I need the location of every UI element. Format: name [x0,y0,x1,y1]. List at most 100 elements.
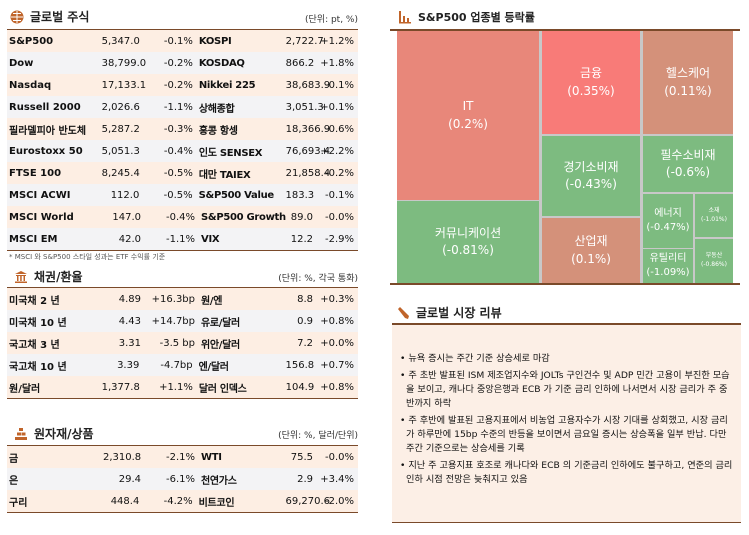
item-name: S&P500 [9,35,54,47]
item-change: +1.1% [159,381,193,393]
item-change: -0.2% [163,79,193,91]
item-value: 5,347.0 [101,35,140,47]
item-name: KOSPI [198,35,232,47]
item-name: 금 [9,453,19,465]
sector-name: 부동산 [705,252,723,260]
gold-bars-icon [15,427,27,440]
sector-change: (0.35%) [567,83,615,98]
item-value: 7.2 [297,337,313,349]
sector-change: (-1.01%) [701,215,727,223]
sector-name: 헬스케어 [665,66,711,81]
item-value: 2,310.8 [103,451,142,463]
item-name: 구리 [9,497,28,509]
sector-name: 유틸리티 [649,252,687,264]
item-name: MSCI World [9,211,74,223]
item-name: WTI [201,451,222,463]
item-change: -0.6% [324,123,354,135]
item-change: -1.1% [165,233,195,245]
item-value: 8.8 [297,293,313,305]
item-value: 5,287.2 [101,123,140,135]
sector-change: (-0.86%) [701,261,727,268]
commodities-table: 금 2,310.8 -2.1% WTI 75.5 -0.0% 은 29.4 -6.1% 천연가스 2… [7,445,358,513]
item-change: -0.1% [163,35,193,47]
sector-treemap: IT (0.2%) 커뮤니케이션 (-0.81%) 금융 (0.35%) 헬스케어 (0.11… [397,31,733,283]
sector-name: IT [462,99,474,114]
item-value: 0.9 [297,315,313,327]
item-value: 147.0 [112,211,141,223]
section-title: 글로벌 시장 리뷰 [416,306,502,320]
sector-change: (-0.81%) [442,243,494,257]
item-change: +0.8% [320,315,354,327]
item-value: 89.0 [290,211,313,223]
item-value: 38,683.9 [285,79,331,91]
item-value: 2,722.7 [285,35,324,47]
item-name: 위안/달러 [201,339,240,351]
sector-change: (0.1%) [571,251,611,266]
item-change: -0.1% [324,189,354,201]
item-change: -0.0% [324,451,354,463]
sector-name: 금융 [579,66,603,81]
item-change: -0.1% [324,79,354,91]
item-change: -0.2% [324,167,354,179]
item-name: Dow [9,57,34,69]
item-change: -0.2% [163,57,193,69]
unit-label: (단위: %, 각국 통화) [278,274,358,284]
table-row: 국고채 10 년 3.39 -4.7bp 엔/달러 156.8 +0.7% [7,354,358,376]
item-change: -3.5 bp [159,337,195,349]
table-row: MSCI EM 42.0 -1.1% VIX 12.2 -2.9% [7,228,358,250]
sector-name: 필수소비재 [660,147,716,162]
item-change: +2.2% [320,145,354,157]
section-title: 채권/환율 [34,270,83,284]
unit-label: (단위: pt, %) [305,15,358,25]
item-change: -0.5% [163,189,193,201]
bar-chart-icon [399,11,411,24]
item-name: 유로/달러 [201,317,240,329]
item-value: 38,799.0 [101,57,147,69]
item-value: 21,858.4 [285,167,331,179]
treemap-cell: 산업재 (0.1%) [542,218,640,283]
item-value: 29.4 [118,473,141,485]
treemap-cell: 커뮤니케이션 (-0.81%) [397,201,539,283]
item-change: +1.2% [320,35,354,47]
item-name: 달러 인덱스 [198,383,247,395]
item-change: +0.0% [320,337,354,349]
table-row: Nasdaq 17,133.1 -0.2% Nikkei 225 38,683.9 -0.… [7,74,358,96]
item-change: -4.7bp [160,359,193,371]
sector-change: (0.2%) [448,116,488,131]
item-change: -6.1% [165,473,195,485]
sector-change: (-1.09%) [646,267,690,278]
item-value: 76,693.4 [285,145,331,157]
item-name: 천연가스 [201,475,237,487]
sector-name: 에너지 [654,207,682,219]
item-name: 미국채 10 년 [9,317,67,329]
treemap-cell: 필수소비재 (-0.6%) [643,136,733,192]
table-row: 필라델피아 반도체 5,287.2 -0.3% 홍콩 항셍 18,366.9 -0.6% [7,118,358,140]
item-name: 원/달러 [9,383,41,395]
commodities-title: 원자재/상품 [14,425,94,442]
market-review-box: • 뉴욕 증시는 주간 기준 상승세로 마감 • 주 초반 발표된 ISM 제조업… [392,325,741,523]
treemap-cell: 에너지 (-0.47%) [643,194,693,248]
table-row: Eurostoxx 50 5,051.3 -0.4% 인도 SENSEX 76,693.… [7,140,358,162]
item-name: FTSE 100 [9,167,62,179]
divider [390,29,740,31]
item-change: +3.4% [320,473,354,485]
table-row: 미국채 2 년 4.89 +16.3bp 원/엔 8.8 +0.3% [7,288,358,310]
item-change: -0.4% [163,145,193,157]
item-name: Eurostoxx 50 [9,145,83,157]
item-change: -2.0% [324,495,354,507]
item-name: S&P500 Growth [201,211,286,223]
item-change: +0.7% [320,359,354,371]
table-row: FTSE 100 8,245.4 -0.5% 대만 TAIEX 21,858.4 -0.2… [7,162,358,184]
item-change: -2.1% [165,451,195,463]
treemap-cell: 유틸리티 (-1.09%) [643,249,693,283]
sector-change: (-0.47%) [646,222,690,233]
table-row: MSCI World 147.0 -0.4% S&P500 Growth 89.0 -0.… [7,206,358,228]
review-bullet: • 지난 주 고용지표 호조로 캐나다와 ECB 의 기준금리 인하에도 불구하… [400,460,733,485]
item-value: 4.43 [118,315,141,327]
item-name: Nasdaq [9,79,52,91]
item-change: -1.1% [163,101,193,113]
item-name: 필라델피아 반도체 [9,125,87,137]
table-row: S&P500 5,347.0 -0.1% KOSPI 2,722.7 +1.2% [7,30,358,52]
item-value: 2.9 [297,473,313,485]
item-value: 18,366.9 [285,123,331,135]
